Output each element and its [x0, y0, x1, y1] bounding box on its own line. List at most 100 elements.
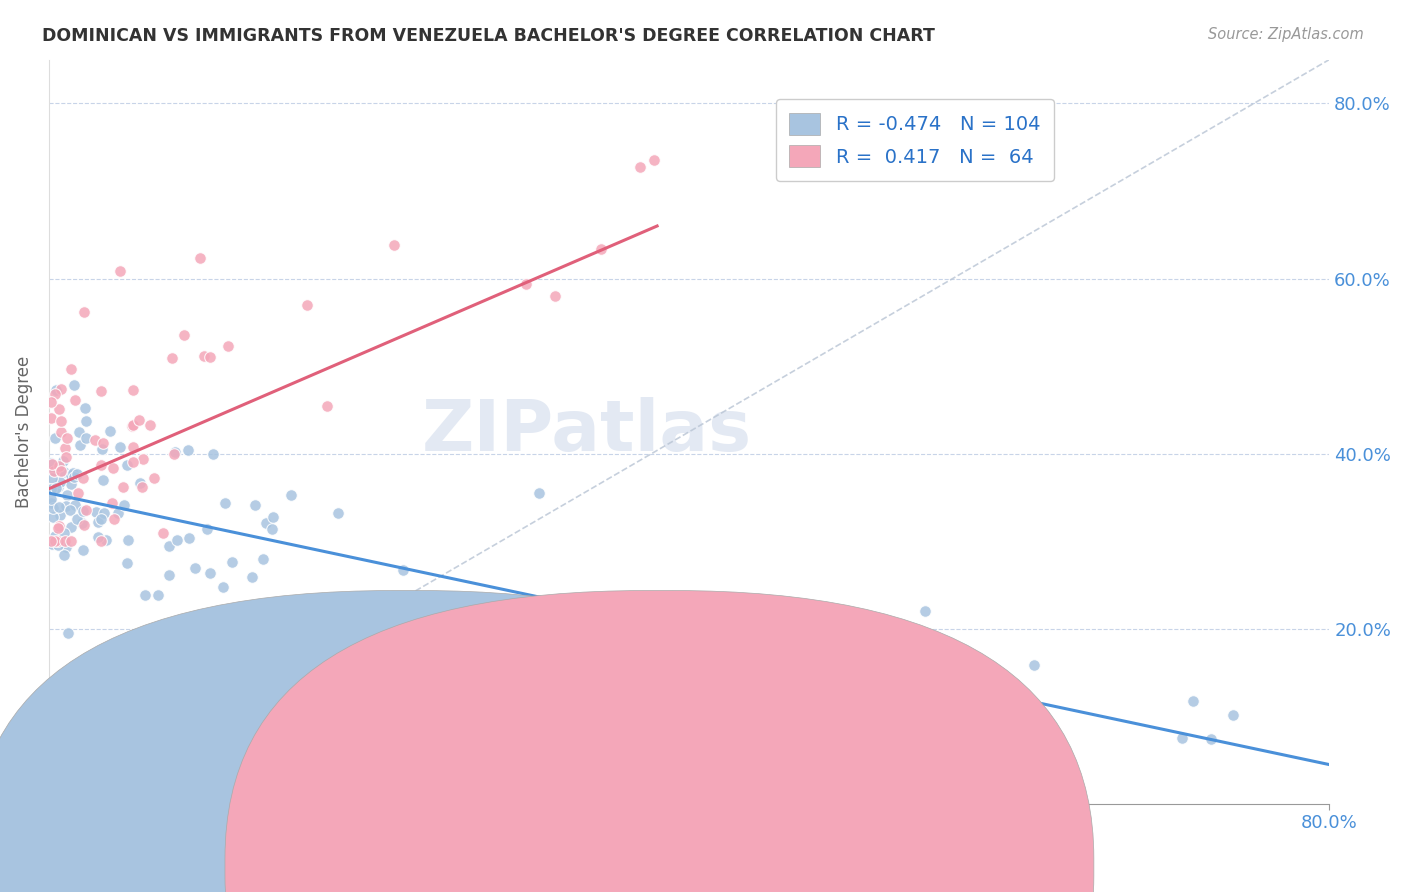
Point — [90, 512, 112, 526]
Text: Dominicans: Dominicans — [429, 859, 531, 877]
Point — [60, 362, 83, 376]
Point — [59, 477, 82, 491]
Point — [52, 453, 75, 467]
Point — [93, 507, 115, 521]
Point — [63, 392, 86, 407]
Point — [589, 242, 612, 256]
Point — [202, 447, 225, 461]
Point — [352, 615, 374, 629]
Point — [89, 534, 111, 549]
Point — [387, 637, 409, 651]
Point — [673, 655, 696, 669]
Point — [184, 561, 207, 575]
Point — [52, 548, 75, 562]
Point — [62, 467, 84, 481]
Point — [157, 539, 180, 553]
Point — [84, 505, 107, 519]
Point — [62, 377, 84, 392]
Point — [117, 533, 139, 548]
Text: Source: ZipAtlas.com: Source: ZipAtlas.com — [1208, 27, 1364, 42]
Point — [160, 351, 183, 366]
Point — [134, 589, 156, 603]
Point — [49, 414, 72, 428]
Point — [295, 298, 318, 312]
Point — [108, 263, 131, 277]
Point — [48, 518, 70, 533]
Point — [163, 447, 186, 461]
Point — [41, 458, 63, 472]
Point — [101, 461, 124, 475]
Point — [152, 525, 174, 540]
Point — [1171, 731, 1194, 745]
Point — [115, 557, 138, 571]
Point — [586, 641, 609, 656]
Point — [128, 476, 150, 491]
Point — [115, 458, 138, 473]
Point — [198, 566, 221, 581]
Point — [41, 537, 63, 551]
Point — [1022, 658, 1045, 673]
Point — [103, 511, 125, 525]
Point — [63, 470, 86, 484]
Point — [39, 410, 62, 425]
Point — [159, 568, 181, 582]
Point — [198, 351, 221, 365]
Point — [44, 386, 66, 401]
Point — [562, 753, 585, 767]
Point — [53, 534, 76, 549]
Text: Immigrants from Venezuela: Immigrants from Venezuela — [682, 859, 924, 877]
Point — [628, 160, 651, 174]
Point — [39, 462, 62, 476]
Point — [75, 432, 97, 446]
Point — [39, 534, 62, 549]
Point — [177, 443, 200, 458]
Point — [55, 487, 77, 501]
Point — [122, 384, 145, 398]
Point — [790, 698, 813, 713]
Point — [1222, 708, 1244, 723]
Point — [243, 499, 266, 513]
Point — [326, 506, 349, 520]
Point — [107, 506, 129, 520]
Point — [90, 442, 112, 456]
Point — [1000, 706, 1022, 721]
Point — [72, 471, 94, 485]
Point — [212, 580, 235, 594]
Point — [55, 541, 77, 555]
Point — [527, 486, 550, 500]
Point — [139, 417, 162, 432]
Point — [254, 516, 277, 531]
Point — [44, 534, 66, 549]
Point — [39, 456, 62, 470]
Point — [48, 480, 70, 494]
Point — [69, 438, 91, 452]
Point — [98, 425, 121, 439]
Point — [67, 425, 90, 440]
Point — [75, 401, 97, 415]
Point — [384, 238, 406, 252]
Point — [53, 526, 76, 541]
Point — [188, 251, 211, 265]
Point — [44, 464, 66, 478]
Point — [101, 496, 124, 510]
Point — [72, 504, 94, 518]
Point — [882, 740, 904, 755]
Point — [132, 452, 155, 467]
Point — [217, 339, 239, 353]
Point — [94, 533, 117, 547]
Text: ZIPatlas: ZIPatlas — [422, 397, 752, 467]
Point — [262, 509, 284, 524]
Point — [44, 431, 66, 445]
Point — [56, 626, 79, 640]
Point — [51, 383, 73, 397]
Point — [87, 515, 110, 529]
Point — [122, 440, 145, 454]
Point — [46, 534, 69, 549]
Point — [49, 425, 72, 439]
Point — [59, 503, 82, 517]
Point — [173, 328, 195, 343]
Point — [193, 349, 215, 363]
Point — [73, 518, 96, 533]
Point — [214, 496, 236, 510]
Point — [66, 467, 89, 482]
